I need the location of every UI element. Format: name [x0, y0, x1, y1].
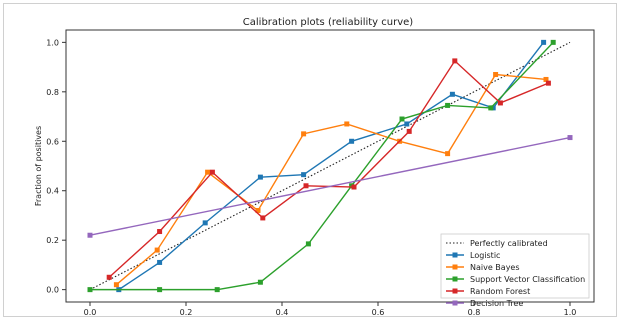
logistic-point — [202, 220, 208, 226]
naive-bayes-point — [154, 247, 160, 253]
naive-bayes-point — [301, 131, 307, 137]
y-tick-label: 1.0 — [46, 38, 59, 47]
support-vector-classification-point — [399, 116, 405, 122]
decision-tree-point — [87, 232, 93, 238]
y-tick-label: 0.8 — [46, 88, 59, 97]
random-forest-point — [260, 215, 266, 221]
chart-title: Calibration plots (reliability curve) — [243, 17, 413, 28]
support-vector-classification-point — [87, 287, 93, 293]
random-forest-point — [303, 183, 309, 189]
legend-box — [440, 233, 590, 299]
naive-bayes-point — [255, 208, 261, 214]
support-vector-classification-point — [550, 39, 556, 45]
random-forest-point — [497, 100, 503, 106]
random-forest-point — [157, 229, 163, 235]
y-tick-label: 0.2 — [46, 236, 59, 245]
logistic-point — [257, 174, 263, 180]
logistic-point — [541, 39, 547, 45]
legend-label-random-forest: Random Forest — [470, 287, 530, 296]
x-tick-label: 0.8 — [468, 308, 481, 317]
support-vector-classification-point — [257, 279, 263, 285]
legend-label-logistic: Logistic — [470, 251, 500, 260]
support-vector-classification-point — [445, 102, 451, 108]
x-tick-label: 0.0 — [84, 308, 97, 317]
x-tick-label: 1.0 — [564, 308, 577, 317]
random-forest-point — [106, 274, 112, 280]
y-tick-label: 0.4 — [46, 187, 59, 196]
random-forest-point — [406, 128, 412, 134]
random-forest-point — [452, 58, 458, 64]
naive-bayes-point — [493, 72, 499, 78]
logistic-point — [404, 121, 410, 127]
y-tick-label: 0.6 — [46, 137, 59, 146]
naive-bayes-point — [543, 76, 549, 82]
logistic-point — [301, 172, 307, 178]
random-forest-point — [209, 169, 215, 175]
logistic-point — [449, 91, 455, 97]
y-axis-label: Fraction of positives — [34, 126, 43, 206]
naive-bayes-point — [344, 121, 350, 127]
support-vector-classification-point — [305, 241, 311, 247]
x-tick-label: 0.4 — [276, 308, 289, 317]
random-forest-point — [351, 184, 357, 190]
legend-marker-naive-bayes — [452, 264, 458, 270]
legend-marker-logistic — [452, 252, 458, 258]
perfectly-calibrated-line — [89, 41, 571, 291]
decision-tree-point — [567, 135, 573, 141]
legend-label-perfectly-calibrated: Perfectly calibrated — [470, 239, 548, 248]
naive-bayes-point — [445, 151, 451, 157]
series-layer — [87, 39, 573, 293]
legend-marker-random-forest — [452, 288, 458, 294]
legend-label-decision-tree: Decision Tree — [470, 299, 523, 308]
logistic-line — [118, 41, 545, 291]
chart-legend: Perfectly calibrated Logistic Naive Bayes S… — [440, 233, 590, 308]
legend-marker-decision-tree — [452, 300, 458, 306]
axis-ticks: 0.0 0.2 0.4 0.6 0.8 1.0 0.0 0.2 0.4 0.6 0.8 1.0 — [46, 38, 576, 317]
legend-label-naive-bayes: Naive Bayes — [470, 263, 520, 272]
x-tick-label: 0.2 — [180, 308, 193, 317]
support-vector-classification-point — [157, 287, 163, 293]
plot-area — [65, 29, 595, 303]
support-vector-classification-point — [214, 287, 220, 293]
legend-marker-support-vector-classification — [452, 276, 458, 282]
naive-bayes-line — [115, 73, 547, 286]
logistic-point — [349, 138, 355, 144]
support-vector-classification-point — [488, 105, 494, 111]
naive-bayes-point — [205, 169, 211, 175]
y-tick-label: 0.0 — [46, 286, 59, 295]
logistic-point — [157, 259, 163, 265]
legend-label-support-vector-classification: Support Vector Classification — [470, 275, 585, 284]
chart-frame — [3, 3, 617, 317]
x-tick-label: 0.6 — [372, 308, 385, 317]
random-forest-point — [545, 80, 551, 86]
support-vector-classification-line — [90, 41, 554, 291]
decision-tree-line — [89, 136, 571, 236]
naive-bayes-point — [113, 282, 119, 288]
